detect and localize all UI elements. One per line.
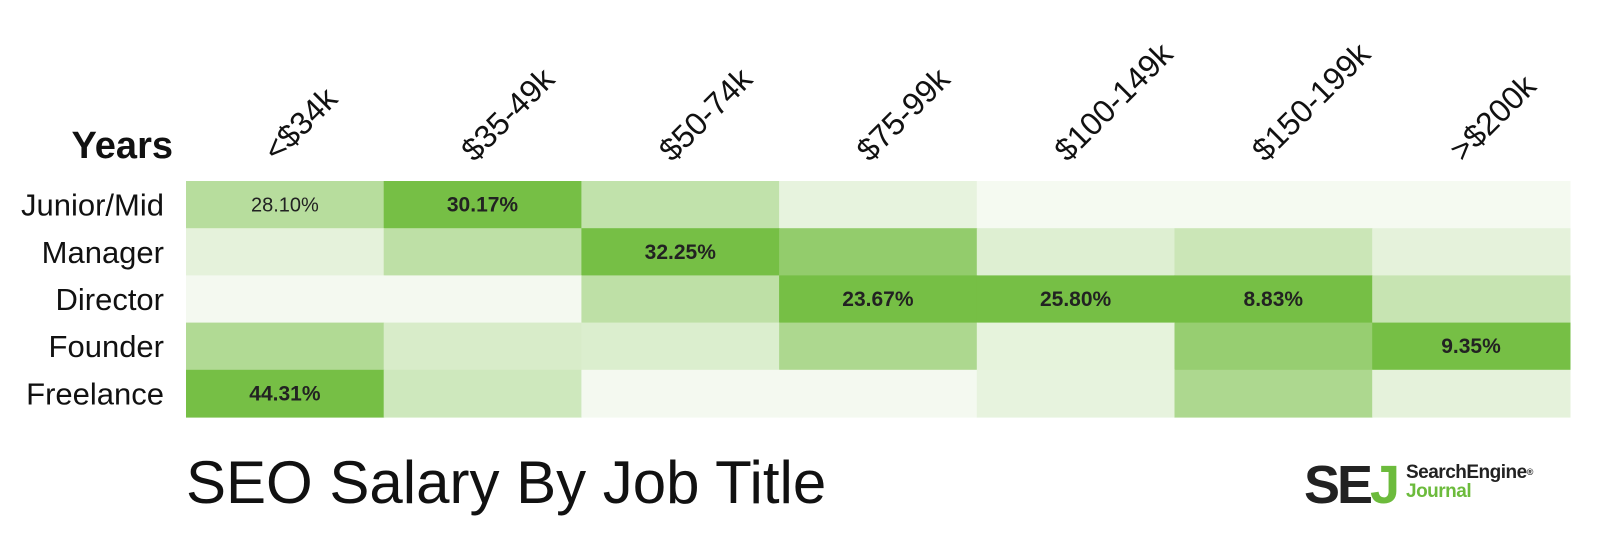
data-label-freelance-1: 44.31% [249, 382, 321, 405]
data-label-junior-mid-2: 30.17% [447, 194, 519, 217]
row-label-founder: Founder [49, 329, 164, 364]
heatmap-cell-manager-6 [1174, 228, 1373, 276]
sej-logo-mark: SEJ [1304, 455, 1400, 515]
heatmap-cell-director-1 [186, 275, 385, 324]
heatmap-cell-founder-5 [976, 322, 1176, 371]
row-label-freelance: Freelance [26, 376, 164, 411]
heatmap-cell-founder-7 [1372, 322, 1571, 371]
heatmap-cell-junior-mid-6 [1174, 181, 1373, 229]
data-label-director-6: 8.83% [1244, 288, 1304, 311]
heatmap-cell-junior-mid-3 [581, 181, 780, 229]
heatmap-cell-director-3 [581, 275, 780, 324]
heatmap-cell-freelance-3 [581, 369, 780, 418]
column-label-4: $75-99k [849, 60, 957, 168]
logo-wordmark: SearchEngine® Journal [1406, 462, 1533, 502]
heatmap-cell-freelance-6 [1174, 369, 1373, 418]
heatmap-cell-founder-4 [779, 322, 978, 371]
heatmap-cell-freelance-4 [779, 369, 978, 418]
column-label-2: $35-49k [454, 60, 562, 168]
column-label-3: $50-74k [652, 60, 760, 168]
heatmap-cell-manager-7 [1372, 228, 1571, 276]
heatmap-cell-freelance-7 [1372, 369, 1571, 418]
search-engine-journal-logo: SEJ SearchEngine® Journal [1304, 455, 1544, 515]
heatmap-cell-manager-2 [383, 228, 582, 276]
column-label-5: $100-149k [1047, 35, 1180, 168]
column-label-6: $150-199k [1245, 35, 1378, 168]
heatmap-cell-director-5 [976, 275, 1176, 324]
heatmap-cell-manager-3 [581, 228, 780, 276]
heatmap-cell-founder-2 [383, 322, 582, 371]
heatmap-cell-junior-mid-1 [186, 181, 385, 229]
heatmap-cell-freelance-2 [383, 369, 582, 418]
heatmap-cell-manager-1 [186, 228, 385, 276]
row-label-manager: Manager [42, 235, 164, 270]
heatmap-cell-director-6 [1174, 275, 1373, 324]
heatmap-cell-founder-1 [186, 322, 385, 371]
heatmap-cell-founder-3 [581, 322, 780, 371]
heatmap-cell-junior-mid-4 [779, 181, 978, 229]
column-label-1: <$34k [256, 80, 344, 168]
data-label-manager-3: 32.25% [645, 241, 717, 264]
data-label-junior-mid-1: 28.10% [251, 195, 319, 217]
column-label-7: >$200k [1442, 67, 1543, 168]
row-label-junior-mid: Junior/Mid [21, 188, 164, 223]
heatmap-cell-junior-mid-2 [383, 181, 582, 229]
heatmap-cell-founder-6 [1174, 322, 1373, 371]
salary-heatmap: Years Junior/Mid Manager Director Founder Fre… [21, 35, 1571, 418]
heatmap-cell-director-2 [383, 275, 582, 324]
heatmap-cell-junior-mid-7 [1372, 181, 1571, 229]
heatmap-cell-freelance-1 [186, 369, 385, 418]
data-label-director-4: 23.67% [842, 288, 914, 311]
heatmap-cell-junior-mid-5 [976, 181, 1176, 229]
heatmap-cell-director-7 [1372, 275, 1571, 324]
heatmap-cell-director-4 [779, 275, 978, 324]
data-label-founder-7: 9.35% [1441, 335, 1501, 358]
heatmap-cell-manager-5 [976, 228, 1176, 276]
chart-title: SEO Salary By Job Title [186, 449, 827, 516]
row-header: Years [72, 125, 173, 167]
heatmap-cell-freelance-5 [976, 369, 1176, 418]
heatmap-cell-manager-4 [779, 228, 978, 276]
data-label-director-5: 25.80% [1040, 288, 1112, 311]
row-label-director: Director [55, 282, 164, 317]
